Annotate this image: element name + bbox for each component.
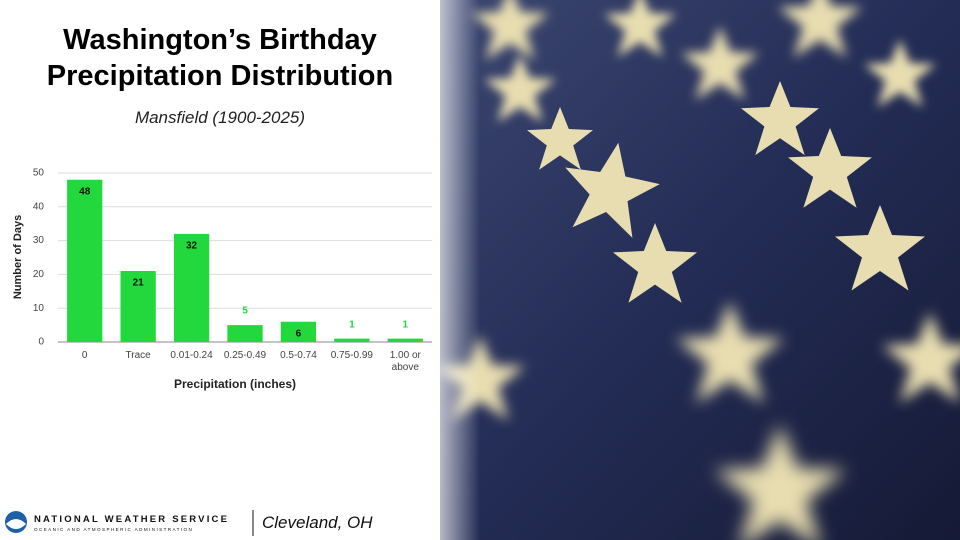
x-tick-label: Trace [125,350,151,361]
data-label: 32 [186,240,198,251]
data-label: 48 [79,186,91,197]
bar [120,271,156,342]
noaa-logo-wave [6,519,26,529]
x-tick-label: 0.01-0.24 [170,350,213,361]
office: Cleveland, OH [262,513,373,532]
y-tick-label: 0 [38,337,44,348]
agency: NATIONAL WEATHER SERVICE [34,514,230,525]
x-tick-label: 0.5-0.74 [280,350,317,361]
data-label: 1 [349,319,355,330]
y-tick-label: 40 [33,201,45,212]
y-tick-label: 10 [33,303,45,314]
bar [67,179,103,342]
agency-sub: OCEANIC AND ATMOSPHERIC ADMINISTRATION [34,527,194,532]
bar [387,338,423,342]
bar [334,338,370,342]
title: Washington’s Birthday Precipitation Dist… [46,24,394,92]
y-tick-label: 20 [33,269,45,280]
data-label: 6 [296,328,302,339]
data-label: 5 [242,306,248,317]
y-axis-label: Number of Days [12,215,24,299]
data-label: 21 [133,278,145,289]
x-tick-label: 1.00 or above [389,350,421,373]
x-tick-label: 0 [81,350,88,361]
subtitle: Mansfield (1900-2025) [134,108,306,127]
x-tick-label: 0.25-0.49 [223,350,267,361]
bar [227,325,263,342]
y-tick-label: 50 [33,168,45,179]
data-label: 1 [403,319,409,330]
bar [173,233,210,342]
x-axis-label: Precipitation (inches) [174,377,296,391]
x-tick-label: 0.75-0.99 [330,350,373,361]
bar [280,321,317,342]
photo-fade [420,0,480,540]
y-tick-label: 30 [33,235,45,246]
